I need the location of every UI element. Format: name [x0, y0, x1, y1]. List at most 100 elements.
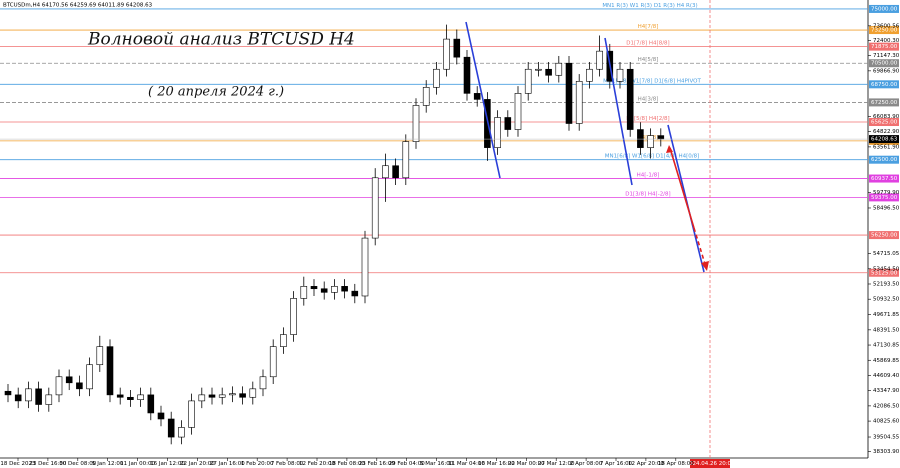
candle-body	[310, 286, 318, 290]
candle-body	[637, 129, 644, 148]
candle-body	[494, 117, 501, 148]
candle-body	[422, 87, 430, 106]
candle-body	[35, 388, 42, 405]
candle-body	[341, 286, 348, 292]
level-text: H4[7/8]	[638, 24, 659, 30]
x-tick-label: 27 Jan 16:00	[210, 461, 245, 467]
y-tick-label: 43347.90	[873, 388, 900, 394]
candle-body	[249, 388, 257, 398]
y-tick-label: 50932.50	[873, 297, 900, 303]
candle-body	[657, 135, 665, 140]
candle-body	[575, 81, 583, 124]
candle-body	[65, 376, 73, 384]
candle-body	[371, 177, 379, 239]
arrow-head	[666, 145, 673, 153]
level-box	[869, 118, 899, 127]
level-text: MN1[6/8] W1[6/8] D1[4/8] H4[0/8]	[605, 154, 699, 160]
level-price: 68750.00	[871, 82, 898, 88]
x-tick-label: 23 Feb 16:00	[359, 461, 396, 467]
y-tick-label: 45869.85	[873, 358, 900, 364]
y-tick-label: 38303.90	[873, 449, 900, 455]
last-price: 64208.63	[871, 137, 898, 143]
level-price: 59375.00	[871, 195, 898, 201]
candle-body	[331, 286, 338, 293]
y-tick-label: 63561.90	[873, 144, 900, 150]
wave-line	[667, 124, 705, 273]
level-price: 71875.00	[871, 44, 898, 50]
x-tick-label: 12 Apr 20:00	[628, 461, 664, 467]
candle-body	[157, 412, 165, 420]
candle-body	[96, 346, 104, 366]
candle-body	[208, 394, 216, 398]
level-box	[869, 59, 899, 68]
candle-body	[127, 396, 134, 400]
candle-body	[320, 288, 328, 293]
candle-body	[4, 390, 12, 396]
x-tick-label: 18 Feb 08:00	[329, 461, 366, 467]
candle-body	[76, 382, 83, 390]
last-price-box	[869, 135, 899, 144]
level-box	[869, 42, 899, 51]
candle-body	[290, 298, 297, 335]
candle-body	[106, 346, 114, 396]
candle-body	[137, 394, 144, 400]
x-tick-label: 12 Feb 20:00	[299, 461, 336, 467]
y-tick-label: 59779.90	[873, 190, 900, 196]
x-tick-label: 5 Jan 12:00	[92, 461, 124, 467]
x-tick-label: 18 Dec 2023	[0, 461, 36, 467]
candle-body	[596, 50, 603, 70]
x-tick-label: 16 Jan 12:00	[150, 461, 185, 467]
candle-body	[178, 427, 185, 438]
level-price: 62500.00	[871, 157, 898, 163]
y-tick-label: 53454.50	[873, 266, 900, 272]
candle-body	[361, 237, 369, 297]
level-price: 56250.00	[871, 233, 898, 239]
level-box	[869, 26, 899, 35]
candle-body	[86, 364, 93, 390]
x-tick-label: 22 Jan 20:00	[180, 461, 215, 467]
level-price: 53125.00	[871, 270, 898, 276]
level-text: MN1[7/8] W1[7/8] D1[6/8] H4PIVOT	[603, 78, 701, 84]
wave-lines	[465, 21, 705, 273]
candle-body	[524, 68, 532, 94]
x-tick-label: 1 Feb 20:00	[241, 461, 274, 467]
level-price: 73250.00	[871, 28, 898, 34]
y-tick-label: 47130.85	[873, 343, 900, 349]
x-tick-label: 11 Jan 00:00	[120, 461, 155, 467]
level-price: 75000.00	[871, 6, 898, 12]
level-box	[869, 4, 899, 13]
x-tick-label: 7 Apr 16:00	[600, 461, 633, 467]
candle-body	[300, 286, 308, 299]
y-tick-label: 40825.60	[873, 419, 900, 425]
level-text: H4[-1/8]	[637, 173, 660, 179]
x-tick-label: 2 Apr 08:00	[570, 461, 603, 467]
level-box	[869, 174, 899, 183]
y-tick-label: 73600.56	[873, 23, 900, 29]
candle-body	[167, 418, 175, 438]
candle-body	[453, 38, 461, 58]
level-box	[869, 193, 899, 202]
y-tick-label: 69866.90	[873, 68, 900, 74]
arrow-dashed	[693, 227, 706, 265]
level-text: D1[7/8] H4[8/8]	[626, 41, 669, 47]
level-text: H4[3/8]	[638, 96, 659, 102]
level-text: D1[3/8] H4[-2/8]	[625, 191, 670, 197]
arrow-line	[669, 147, 695, 229]
y-tick-label: 39504.55	[873, 435, 900, 441]
x-tick-label: 29 Feb 04:00	[389, 461, 426, 467]
level-box	[869, 80, 899, 89]
candle-body	[239, 393, 246, 398]
y-tick-label: 54715.05	[873, 251, 900, 257]
y-tick-label: 52193.50	[873, 281, 900, 287]
arrow-head	[701, 261, 709, 271]
x-tick-label: 23 Dec 16:00	[29, 461, 66, 467]
level-text: H4[5/8]	[638, 57, 659, 63]
candle-body	[433, 68, 440, 88]
candle-body	[269, 346, 277, 378]
y-tick-label: 48391.50	[873, 327, 900, 333]
candle-body	[626, 68, 634, 130]
x-tick-label: 7 Feb 08:00	[271, 461, 304, 467]
x-tick-label: 22 Mar 00:00	[508, 461, 545, 467]
